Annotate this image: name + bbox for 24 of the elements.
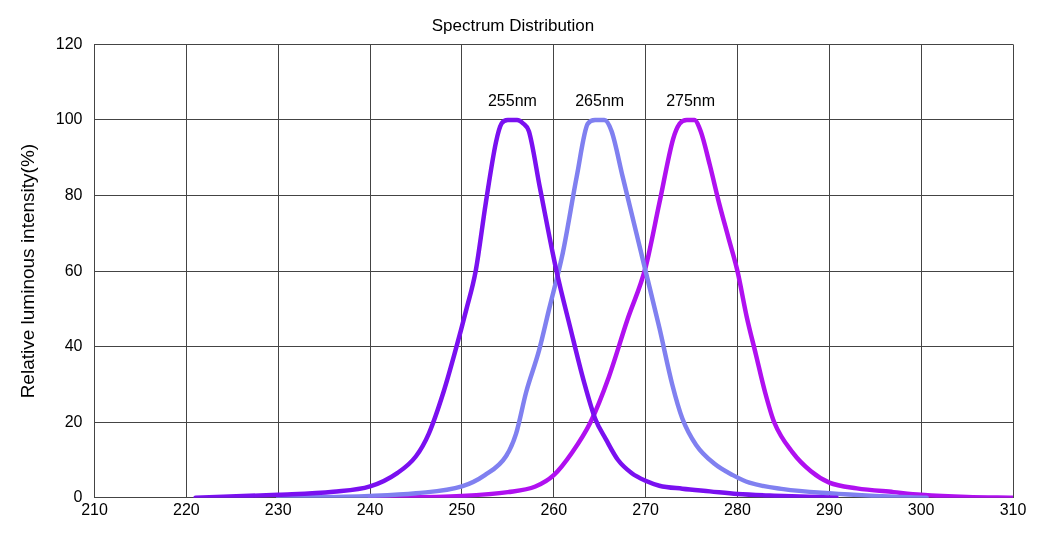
- line-series: [193, 117, 839, 498]
- chart-title: Spectrum Distribution: [431, 15, 595, 35]
- x-tick-label: 310: [999, 500, 1027, 518]
- y-tick-label: 40: [64, 337, 83, 355]
- y-axis-title: Relative luminous intensity(%): [16, 143, 38, 399]
- y-tick-label: 80: [64, 185, 83, 203]
- annotation: 265nm: [575, 92, 625, 110]
- x-tick-label: 280: [724, 500, 751, 518]
- x-tick-label: 210: [81, 500, 108, 518]
- x-tick-label: 250: [448, 500, 476, 518]
- x-tick-label: 230: [264, 500, 292, 518]
- annotation: 275nm: [666, 92, 716, 110]
- x-tick-label: 220: [172, 500, 200, 518]
- y-tick-label: 60: [64, 261, 83, 279]
- y-tick-label: 0: [73, 488, 83, 506]
- y-tick-label: 100: [55, 110, 83, 128]
- x-tick-label: 270: [632, 500, 660, 518]
- x-tick-label: 300: [907, 500, 935, 518]
- y-tick-label: 120: [55, 34, 83, 52]
- x-tick-label: 260: [540, 500, 568, 518]
- x-tick-label: 290: [815, 500, 843, 518]
- annotation: 255nm: [487, 92, 537, 110]
- x-tick-label: 240: [356, 500, 384, 518]
- y-tick-label: 20: [64, 412, 83, 430]
